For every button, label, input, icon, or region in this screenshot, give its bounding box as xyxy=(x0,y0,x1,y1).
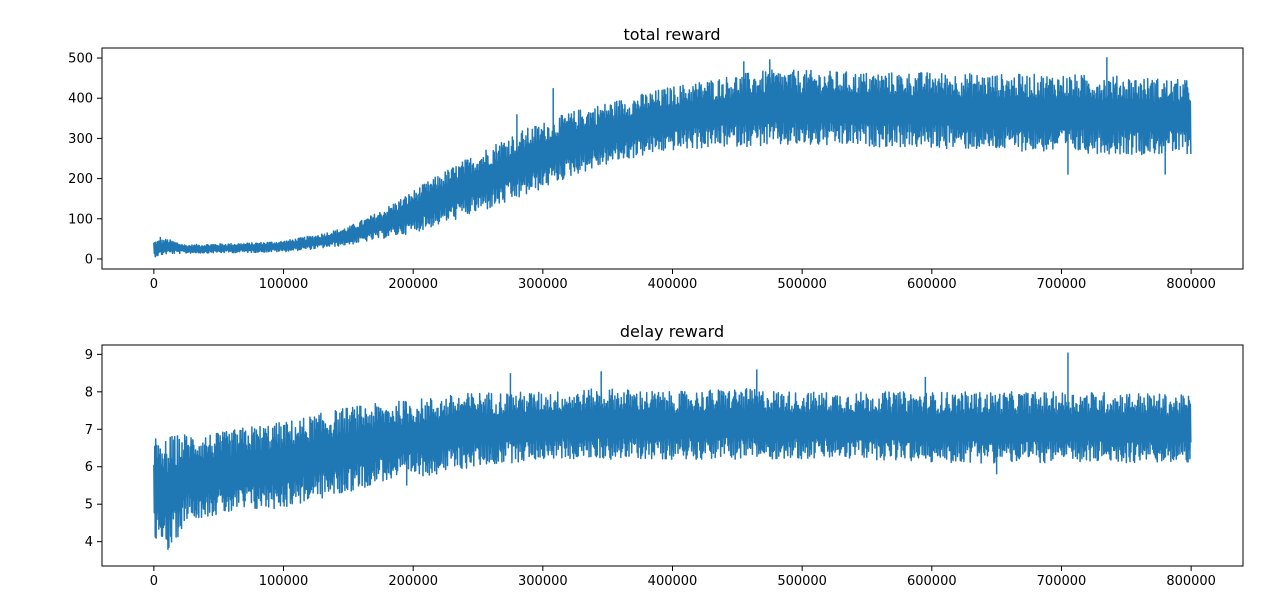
delay-reward-x-tick-label: 200000 xyxy=(388,574,438,589)
total-reward-y-tick-label: 400 xyxy=(68,92,93,107)
delay-reward-y-tick-label: 5 xyxy=(85,498,93,513)
total-reward-panel: total reward 0 100000 200000 300000 400000 50… xyxy=(68,25,1244,292)
delay-reward-y-tick-label: 6 xyxy=(85,460,93,475)
total-reward-x-tick-label: 500000 xyxy=(777,277,827,292)
delay-reward-y-tick-label: 8 xyxy=(85,385,93,400)
total-reward-title: total reward xyxy=(623,25,720,44)
delay-reward-y-tick-label: 7 xyxy=(85,423,93,438)
delay-reward-x-tick-label: 800000 xyxy=(1166,574,1216,589)
delay-reward-series-line xyxy=(153,352,1192,551)
delay-reward-x-tick-label: 700000 xyxy=(1037,574,1087,589)
total-reward-x-tick-label: 400000 xyxy=(648,277,698,292)
total-reward-x-tick-label: 800000 xyxy=(1166,277,1216,292)
delay-reward-panel: delay reward 0 100000 200000 300000 400000 50… xyxy=(85,322,1244,589)
total-reward-x-tick-label: 100000 xyxy=(259,277,309,292)
total-reward-y-tick-label: 100 xyxy=(68,212,93,227)
total-reward-y-tick-label: 300 xyxy=(68,132,93,147)
total-reward-x-tick-label: 200000 xyxy=(388,277,438,292)
total-reward-y-tick-label: 200 xyxy=(68,172,93,187)
total-reward-y-tick-label: 0 xyxy=(85,252,93,267)
total-reward-series-line xyxy=(153,57,1192,258)
total-reward-y-tick-label: 500 xyxy=(68,52,93,67)
total-reward-x-tick-label: 700000 xyxy=(1037,277,1087,292)
total-reward-x-tick-label: 600000 xyxy=(907,277,957,292)
delay-reward-x-tick-label: 0 xyxy=(150,574,158,589)
delay-reward-x-tick-label: 300000 xyxy=(518,574,568,589)
total-reward-x-tick-label: 300000 xyxy=(518,277,568,292)
delay-reward-x-tick-label: 600000 xyxy=(907,574,957,589)
delay-reward-x-tick-label: 400000 xyxy=(648,574,698,589)
total-reward-x-tick-label: 0 xyxy=(150,277,158,292)
delay-reward-title: delay reward xyxy=(620,322,724,341)
delay-reward-x-tick-label: 500000 xyxy=(777,574,827,589)
delay-reward-y-tick-label: 9 xyxy=(85,348,93,363)
delay-reward-y-tick-label: 4 xyxy=(85,535,93,550)
delay-reward-x-tick-label: 100000 xyxy=(259,574,309,589)
